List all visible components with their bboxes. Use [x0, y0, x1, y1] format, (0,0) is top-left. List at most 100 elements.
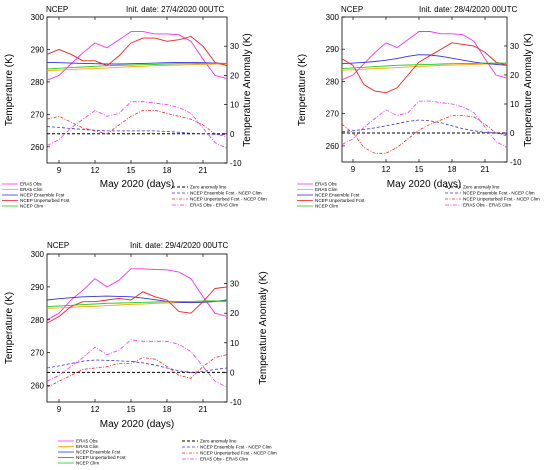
series-lines: [341, 31, 508, 154]
chart-title: Init. date: 29/4/2020 00UTC: [130, 241, 229, 250]
legend-label-unp-anom: NCEP Unperturbed Fcst - NCEP Clim: [190, 197, 267, 202]
series-line-ncep-ensemble-fcst: [341, 54, 508, 66]
y2-tick-label: 0: [510, 129, 515, 138]
x-tick-label: 9: [57, 166, 62, 175]
ticks: 9 12 15 18 21 260 270 280 290 300 -10 0 10 20 30: [31, 13, 242, 175]
y-tick-label: 280: [31, 78, 45, 87]
series-line-era5-clim: [341, 63, 507, 71]
y-axis-label: Temperature (K): [4, 54, 15, 126]
y2-tick-label: 0: [230, 130, 235, 139]
legend-left: ERA5 Obs ERA5 Clim NCEP Ensemble Fcst NC…: [58, 439, 126, 466]
model-label: NCEP: [47, 241, 69, 250]
series-line-ncep-ensemble-fcst-ncep-clim: [46, 126, 228, 136]
legend-label-obs-anom: ERA5 Obs - ERA5 Clim: [200, 457, 248, 462]
y2-tick-label: 20: [230, 309, 239, 318]
legend-label-era5-clim: ERA5 Clim: [315, 187, 338, 192]
model-label: NCEP: [46, 5, 68, 14]
legend-right: Zero anomaly line NCEP Ensemble Fcst - N…: [172, 185, 267, 208]
series-line-ncep-unperturbed-fcst-ncep-clim: [341, 115, 508, 154]
x-axis-label: May 2020 (days): [387, 179, 461, 190]
y2-tick-label: -10: [510, 158, 522, 167]
legend-label-ens-anom: NCEP Ensemble Fcst - NCEP Clim: [463, 191, 535, 196]
legend-label-zero: Zero anomaly line: [200, 439, 237, 444]
series-line-ncep-ensemble-fcst-ncep-clim: [341, 119, 508, 135]
series-line-ncep-unperturbed-fcst: [46, 36, 228, 67]
plot-frame: [46, 253, 228, 403]
y-tick-label: 290: [31, 283, 45, 292]
legend-label-ens-anom: NCEP Ensemble Fcst - NCEP Clim: [190, 191, 262, 196]
legend-label-obs-anom: ERA5 Obs - ERA5 Clim: [190, 203, 238, 208]
series-line-ncep-clim: [46, 300, 227, 308]
ticks: 9 12 15 18 21 260 270 280 290 300 -10 0 10 20 30: [31, 250, 242, 414]
legend-label-era5-clim: ERA5 Clim: [76, 444, 99, 449]
y-tick-label: 300: [326, 13, 340, 22]
series-line-ncep-ensemble-fcst: [46, 295, 228, 304]
series-line-era5-obs-era5-clim: [46, 339, 228, 388]
y-axis-label: Temperature (K): [4, 292, 15, 364]
x-tick-label: 21: [481, 165, 490, 174]
legend-label-era5-obs: ERA5 Obs: [315, 182, 337, 187]
x-tick-label: 9: [57, 405, 62, 414]
legend-label-unp-fcst: NCEP Unperturbed Fcst: [76, 455, 126, 460]
y2-tick-label: 20: [230, 71, 239, 80]
panel-2: NCEP Init. date: 28/4/2020 00UTC 9 12 15 18…: [297, 5, 540, 209]
legend-label-ens-fcst: NCEP Ensemble Fcst: [76, 450, 121, 455]
y2-tick-label: 30: [230, 280, 239, 289]
legend: ERA5 Obs ERA5 Clim NCEP Ensemble Fcst NC…: [2, 182, 267, 209]
ticks: 9 12 15 18 21 260 270 280 290 300 -10 0 10 20 30: [326, 13, 522, 174]
y-tick-label: 290: [31, 45, 45, 54]
y-tick-label: 280: [326, 77, 340, 86]
y-tick-label: 260: [31, 143, 45, 152]
series-line-era5-obs-era5-clim: [46, 101, 228, 149]
series-line-ncep-ensemble-fcst: [46, 61, 228, 65]
x-axis-label: May 2020 (days): [100, 419, 174, 430]
series-line-era5-clim: [46, 63, 227, 71]
legend-label-ens-anom: NCEP Ensemble Fcst - NCEP Clim: [200, 445, 272, 450]
plot-frame: [341, 16, 508, 163]
x-tick-label: 12: [91, 405, 100, 414]
legend-label-ncep-clim: NCEP Clim: [20, 204, 43, 209]
y-tick-label: 290: [326, 45, 340, 54]
y-axis-label: Temperature (K): [297, 54, 308, 126]
panel-3: NCEP Init. date: 29/4/2020 00UTC 9 12 15 18…: [4, 241, 277, 466]
x-tick-label: 18: [163, 166, 172, 175]
legend-label-unp-fcst: NCEP Unperturbed Fcst: [20, 198, 70, 203]
legend-label-ncep-clim: NCEP Clim: [76, 461, 99, 466]
legend-label-zero: Zero anomaly line: [463, 185, 500, 190]
chart-title: Init. date: 27/4/2020 00UTC: [126, 5, 225, 14]
legend-left: ERA5 Obs ERA5 Clim NCEP Ensemble Fcst NC…: [2, 182, 70, 209]
y-tick-label: 270: [326, 110, 340, 119]
y2-tick-label: -10: [230, 159, 242, 168]
x-tick-label: 15: [415, 165, 424, 174]
x-tick-label: 12: [382, 165, 391, 174]
x-tick-label: 12: [91, 166, 100, 175]
y-tick-label: 300: [31, 13, 45, 22]
legend-label-unp-anom: NCEP Unperturbed Fcst - NCEP Clim: [200, 451, 277, 456]
y2-axis-label: Temperature Anomaly (K): [242, 33, 253, 146]
series-lines: [46, 31, 228, 149]
x-tick-label: 21: [199, 405, 208, 414]
series-line-ncep-ensemble-fcst-ncep-clim: [46, 359, 228, 373]
y2-tick-label: 20: [510, 71, 519, 80]
series-line-era5-obs: [341, 31, 508, 81]
y-tick-label: 270: [31, 110, 45, 119]
y2-tick-label: 30: [510, 42, 519, 51]
legend: ERA5 Obs ERA5 Clim NCEP Ensemble Fcst NC…: [297, 182, 540, 209]
legend-label-era5-clim: ERA5 Clim: [20, 187, 43, 192]
y2-tick-label: 10: [230, 339, 239, 348]
y-tick-label: 260: [326, 142, 340, 151]
series-line-era5-obs: [46, 31, 228, 81]
y-tick-label: 300: [31, 250, 45, 259]
series-lines: [46, 268, 228, 388]
series-line-ncep-clim: [46, 62, 227, 70]
plot-frame: [46, 16, 228, 164]
y2-tick-label: 10: [510, 100, 519, 109]
series-line-era5-obs: [46, 268, 228, 321]
legend-label-unp-anom: NCEP Unperturbed Fcst - NCEP Clim: [463, 197, 540, 202]
legend-right: Zero anomaly line NCEP Ensemble Fcst - N…: [445, 185, 540, 208]
x-tick-label: 15: [127, 166, 136, 175]
y-tick-label: 280: [31, 316, 45, 325]
y2-axis-label: Temperature Anomaly (K): [523, 33, 534, 146]
y2-tick-label: 0: [230, 368, 235, 377]
